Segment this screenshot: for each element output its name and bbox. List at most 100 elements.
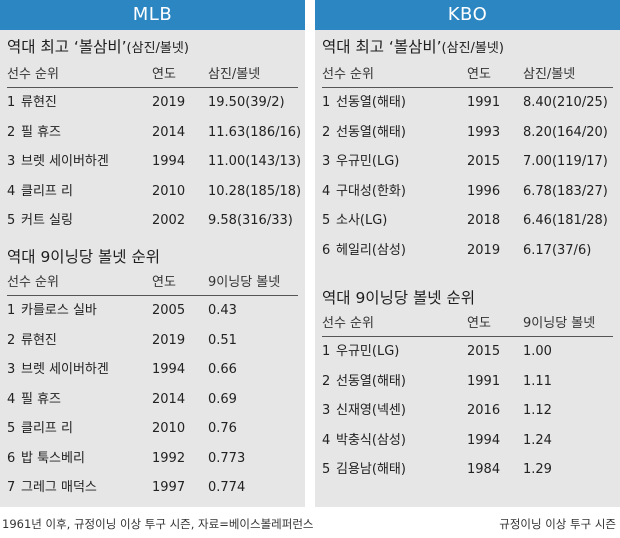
rank-number: 1 [322,95,331,110]
column-header: 선수 순위 연도 9이닝당 볼넷 [322,313,613,337]
year-cell: 2019 [152,95,186,110]
player-cell: 4 구대성(한화) [322,177,406,207]
table-row: 6 헤일리(삼성) 2019 6.17(37/6) [322,236,613,266]
player-name: 박충식(삼성) [336,432,406,448]
rank-number: 4 [7,183,16,199]
mlb-ks-bb-rows: 1 류현진 2019 19.50(39/2) 2 필 휴즈 2014 11.63(186/16… [7,88,302,236]
section-title-text: 역대 최고 ‘볼삼비’ [7,38,127,56]
rank-number: 6 [7,450,16,466]
rank-number: 3 [322,154,331,169]
player-cell: 6 밥 툭스베리 [7,444,85,474]
kbo-bb9-title: 역대 9이닝당 볼넷 순위 [322,289,475,307]
rank-number: 7 [7,480,16,495]
column-header: 선수 순위 연도 삼진/볼넷 [322,64,613,88]
col-player-rank: 선수 순위 [7,275,59,290]
mlb-bb9-title: 역대 9이닝당 볼넷 순위 [7,248,160,266]
rank-number: 2 [322,373,331,389]
year-cell: 2014 [152,391,186,407]
year-cell: 1994 [467,432,501,448]
player-name: 류현진 [21,332,57,348]
player-name: 구대성(한화) [336,183,406,199]
rank-number: 5 [7,213,16,228]
value-cell: 8.40(210/25) [523,95,608,110]
player-cell: 2 선동열(해태) [322,118,406,148]
player-name: 우규민(LG) [336,154,400,169]
player-cell: 1 우규민(LG) [322,337,399,367]
player-cell: 4 박충식(삼성) [322,426,406,456]
player-cell: 2 선동열(해태) [322,367,406,397]
col-year: 연도 [467,316,491,331]
rank-number: 6 [322,242,331,258]
section-title-text: 역대 최고 ‘볼삼비’ [322,38,442,56]
rank-number: 3 [7,154,16,169]
col-value: 9이닝당 볼넷 [523,316,596,331]
player-name: 선동열(해태) [336,373,406,389]
player-name: 선동열(해태) [336,124,406,140]
rank-number: 1 [7,303,16,318]
table-row: 2 선동열(해태) 1993 8.20(164/20) [322,118,613,148]
player-name: 클리프 리 [21,421,73,436]
year-cell: 2016 [467,403,501,418]
col-value: 9이닝당 볼넷 [208,275,281,290]
player-cell: 3 브렛 세이버하겐 [7,147,109,177]
rank-number: 2 [322,124,331,140]
player-name: 우규민(LG) [336,344,400,359]
kbo-ks-bb-section: 역대 최고 ‘볼삼비’(삼진/볼넷) 선수 순위 연도 삼진/볼넷 1 선동열(해… [322,36,613,265]
player-cell: 5 김용남(해태) [322,455,406,485]
player-name: 류현진 [21,95,57,110]
value-cell: 0.69 [208,391,237,407]
rank-number: 2 [7,332,16,348]
player-name: 선동열(해태) [336,95,406,110]
value-cell: 0.773 [208,450,246,466]
table-row: 2 류현진 2019 0.51 [7,326,298,356]
mlb-bb9-section: 역대 9이닝당 볼넷 순위 선수 순위 연도 9이닝당 볼넷 1 카를로스 실바 2… [7,246,298,503]
value-cell: 19.50(39/2) [208,95,285,110]
year-cell: 2002 [152,213,186,228]
col-year: 연도 [152,67,176,82]
year-cell: 1996 [467,183,501,199]
year-cell: 1984 [467,462,501,477]
player-name: 필 휴즈 [21,124,62,140]
col-value: 삼진/볼넷 [208,67,261,82]
table-row: 1 카를로스 실바 2005 0.43 [7,296,298,326]
value-cell: 11.63(186/16) [208,124,302,140]
rank-number: 4 [322,183,331,199]
value-cell: 1.11 [523,373,552,389]
table-row: 2 필 휴즈 2014 11.63(186/16) [7,118,302,148]
player-cell: 3 신재영(넥센) [322,396,406,426]
year-cell: 1991 [467,95,501,110]
year-cell: 2005 [152,303,186,318]
value-cell: 1.12 [523,403,552,418]
table-row: 7 그레그 매덕스 1997 0.774 [7,473,298,503]
year-cell: 1994 [152,362,186,377]
player-name: 필 휴즈 [21,391,62,407]
player-cell: 1 류현진 [7,88,57,118]
player-cell: 4 필 휴즈 [7,385,61,415]
table-row: 3 우규민(LG) 2015 7.00(119/17) [322,147,613,177]
player-name: 김용남(해태) [336,462,406,477]
value-cell: 7.00(119/17) [523,154,608,169]
value-cell: 11.00(143/13) [208,154,302,169]
kbo-bb9-rows: 1 우규민(LG) 2015 1.00 2 선동열(해태) 1991 1.11 3 신재영(넥센)… [322,337,613,485]
mlb-bb9-rows: 1 카를로스 실바 2005 0.43 2 류현진 2019 0.51 3 브렛 세이버하겐 199… [7,296,298,503]
value-cell: 0.774 [208,480,246,495]
rank-number: 4 [322,432,331,448]
player-name: 카를로스 실바 [21,303,97,318]
player-name: 헤일리(삼성) [336,242,406,258]
year-cell: 2014 [152,124,186,140]
value-cell: 8.20(164/20) [523,124,608,140]
col-value: 삼진/볼넷 [523,67,576,82]
player-cell: 5 클리프 리 [7,414,73,444]
column-header: 선수 순위 연도 삼진/볼넷 [7,64,298,88]
player-name: 밥 툭스베리 [21,450,85,466]
value-cell: 6.78(183/27) [523,183,608,199]
rank-number: 1 [7,95,16,110]
year-cell: 2019 [467,242,501,258]
year-cell: 2015 [467,154,501,169]
year-cell: 2010 [152,183,186,199]
mlb-footnote: 1961년 이후, 규정이닝 이상 투구 시즌, 자료=베이스볼레퍼런스 [2,517,314,531]
year-cell: 1993 [467,124,501,140]
value-cell: 0.43 [208,303,237,318]
table-row: 1 우규민(LG) 2015 1.00 [322,337,613,367]
